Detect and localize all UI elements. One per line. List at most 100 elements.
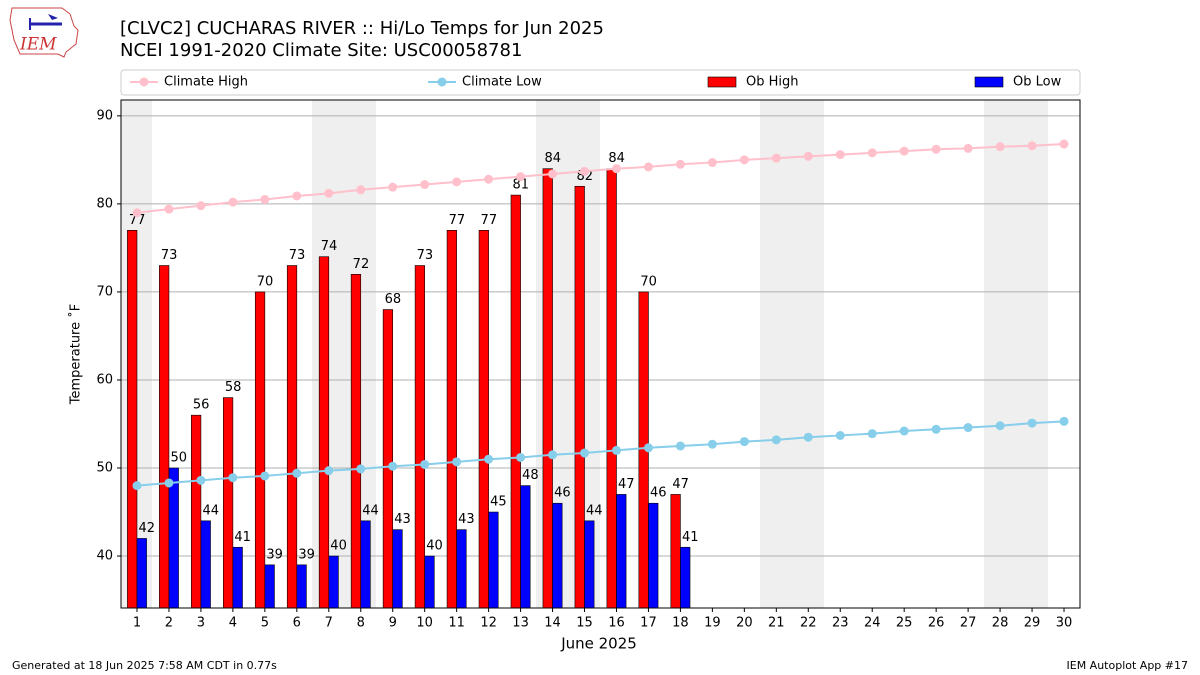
bar-label: 44 xyxy=(586,503,603,518)
bar-label: 44 xyxy=(362,503,379,518)
point xyxy=(835,430,845,440)
x-tick-label: 7 xyxy=(325,616,333,631)
bar-label: 70 xyxy=(640,274,657,289)
bar xyxy=(616,494,627,609)
point xyxy=(228,197,238,207)
y-tick-label: 90 xyxy=(96,108,113,123)
point xyxy=(1027,418,1037,428)
point xyxy=(324,188,334,198)
legend-marker xyxy=(139,77,149,87)
point xyxy=(132,208,142,218)
point xyxy=(931,144,941,154)
bar xyxy=(200,520,211,609)
point xyxy=(196,475,206,485)
point xyxy=(420,180,430,190)
x-tick-label: 16 xyxy=(608,616,625,631)
point xyxy=(867,148,877,158)
point xyxy=(995,421,1005,431)
bar xyxy=(574,185,585,609)
bar xyxy=(680,546,691,609)
bar xyxy=(510,194,521,609)
y-tick-label: 60 xyxy=(96,372,113,387)
point xyxy=(771,435,781,445)
bar-label: 72 xyxy=(353,257,370,272)
bar xyxy=(286,265,298,609)
bar-label: 84 xyxy=(544,151,561,166)
x-tick-label: 28 xyxy=(992,616,1009,631)
bar xyxy=(382,309,394,609)
bar xyxy=(552,502,563,609)
bar-label: 70 xyxy=(257,274,274,289)
bar-label: 41 xyxy=(682,530,699,545)
y-axis-label: Temperature ˚F xyxy=(68,304,84,405)
bar-label: 45 xyxy=(490,495,507,510)
logo: IEM xyxy=(9,7,79,58)
point xyxy=(292,191,302,201)
chart-title: [CLVC2] CUCHARAS RIVER :: Hi/Lo Temps fo… xyxy=(120,18,604,39)
bar xyxy=(446,230,457,609)
bar xyxy=(520,485,531,609)
x-tick-label: 21 xyxy=(768,616,785,631)
bar xyxy=(584,520,595,609)
bar-label: 50 xyxy=(170,451,187,466)
point xyxy=(675,159,685,169)
legend-swatch xyxy=(707,76,737,88)
x-tick-label: 2 xyxy=(165,616,173,631)
bar-label: 68 xyxy=(385,292,402,307)
point xyxy=(420,459,430,469)
bar-label: 43 xyxy=(394,512,411,527)
bar xyxy=(542,168,553,609)
point xyxy=(516,172,526,182)
bar xyxy=(254,291,266,609)
bar-label: 77 xyxy=(449,213,466,228)
point xyxy=(771,153,781,163)
point xyxy=(452,177,462,187)
x-tick-label: 1 xyxy=(133,616,141,631)
x-tick-label: 30 xyxy=(1056,616,1073,631)
x-tick-label: 10 xyxy=(416,616,433,631)
bar-label: 39 xyxy=(298,547,315,562)
legend xyxy=(120,69,1081,96)
point xyxy=(516,452,526,462)
point xyxy=(611,164,621,174)
point xyxy=(643,443,653,453)
legend-label: Climate High xyxy=(164,75,248,90)
x-axis-label: June 2025 xyxy=(560,635,637,653)
y-tick-label: 50 xyxy=(96,461,113,476)
x-tick-label: 15 xyxy=(576,616,593,631)
bar xyxy=(159,265,170,609)
bar-label: 47 xyxy=(618,477,635,492)
y-tick-label: 40 xyxy=(96,549,113,564)
point xyxy=(548,169,558,179)
point xyxy=(484,454,494,464)
legend-label: Climate Low xyxy=(462,75,542,90)
point xyxy=(803,432,813,442)
bar xyxy=(136,538,147,609)
bar xyxy=(350,274,362,609)
bar-label: 73 xyxy=(289,248,306,263)
x-tick-label: 6 xyxy=(293,616,301,631)
bar-label: 40 xyxy=(426,539,443,554)
point xyxy=(484,174,494,184)
footer-left: Generated at 18 Jun 2025 7:58 AM CDT in … xyxy=(12,659,277,672)
bar-label: 77 xyxy=(129,213,146,228)
bar-label: 74 xyxy=(321,239,338,254)
legend-label: Ob High xyxy=(746,75,799,90)
x-tick-label: 8 xyxy=(357,616,365,631)
logo-text: IEM xyxy=(19,35,57,55)
point xyxy=(228,473,238,483)
bar-label: 46 xyxy=(650,486,667,501)
bar xyxy=(232,546,243,609)
bar xyxy=(296,564,307,609)
point xyxy=(963,143,973,153)
point xyxy=(739,437,749,447)
x-tick-label: 3 xyxy=(197,616,205,631)
bar-label: 84 xyxy=(608,151,625,166)
bar xyxy=(264,564,275,609)
x-tick-label: 4 xyxy=(229,616,237,631)
x-tick-label: 22 xyxy=(800,616,817,631)
bar xyxy=(648,502,659,609)
bar xyxy=(424,555,435,609)
point xyxy=(196,201,206,211)
bar-label: 48 xyxy=(522,468,539,483)
